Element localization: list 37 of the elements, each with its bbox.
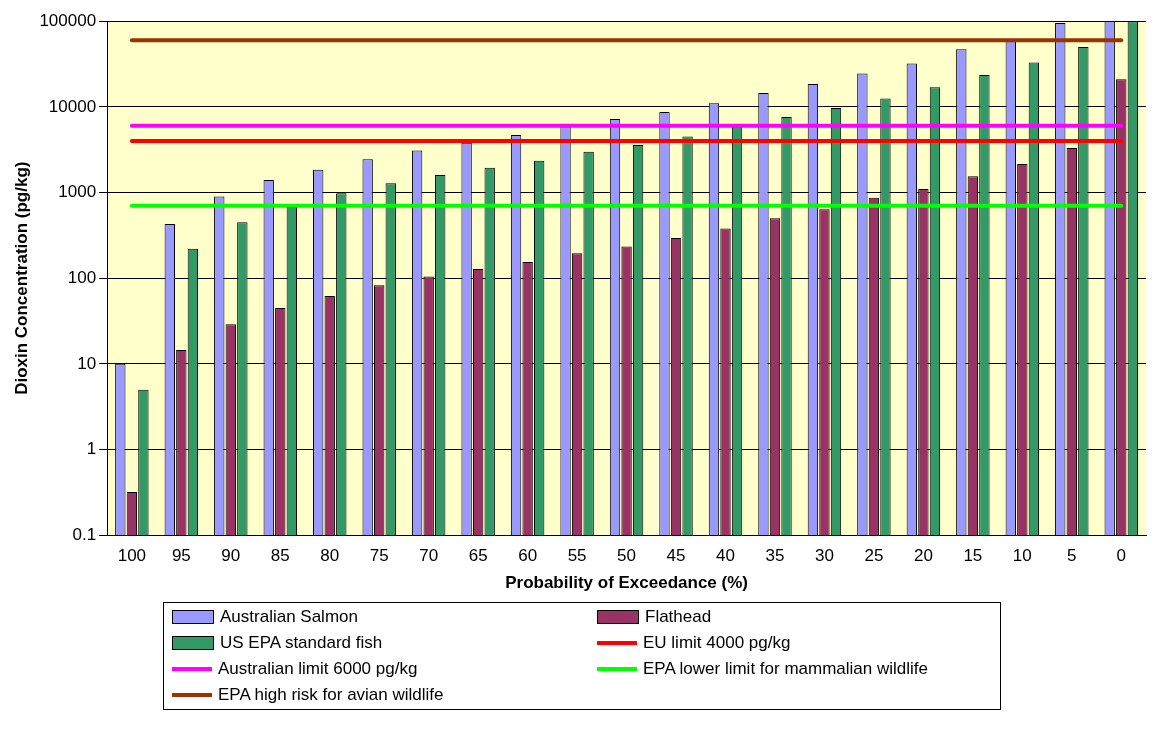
x-tick-label: 55 [567, 546, 587, 566]
x-tick-label: 35 [765, 546, 785, 566]
x-tick-label: 30 [814, 546, 834, 566]
legend-label: Flathead [645, 607, 712, 627]
x-tick-label: 20 [913, 546, 933, 566]
legend-label: Australian Salmon [220, 607, 358, 627]
x-tick-label: 100 [117, 546, 147, 566]
legend-label: Australian limit 6000 pg/kg [218, 659, 418, 679]
y-tick-label: 10 [77, 353, 97, 373]
x-tick-label: 0 [1116, 546, 1126, 566]
legend-label: EPA lower limit for mammalian wildlife [643, 659, 928, 679]
x-tick-label: 65 [468, 546, 488, 566]
x-tick-label: 25 [864, 546, 884, 566]
x-tick-label: 90 [221, 546, 241, 566]
x-tick-label: 75 [369, 546, 389, 566]
x-tick-label: 80 [320, 546, 340, 566]
y-tick-label: 0.1 [72, 524, 97, 544]
legend-label: US EPA standard fish [220, 633, 383, 653]
x-tick-label: 70 [419, 546, 439, 566]
x-tick-label: 15 [963, 546, 983, 566]
y-tick-label: 10000 [48, 96, 97, 116]
legend-label: EU limit 4000 pg/kg [643, 633, 791, 653]
x-tick-label: 10 [1012, 546, 1032, 566]
y-tick-label: 100000 [39, 10, 97, 30]
y-tick-label: 1000 [58, 182, 97, 202]
x-tick-label: 60 [518, 546, 538, 566]
y-axis-title: Dioxin Concentration (pg/kg) [11, 161, 31, 395]
x-axis-title: Probability of Exceedance (%) [505, 573, 748, 593]
legend-label: EPA high risk for avian wildlife [218, 685, 444, 705]
x-tick-label: 45 [666, 546, 686, 566]
x-tick-label: 50 [617, 546, 637, 566]
y-tick-label: 100 [67, 267, 97, 287]
x-tick-label: 85 [270, 546, 290, 566]
y-tick-label: 1 [86, 439, 97, 459]
x-tick-label: 40 [716, 546, 735, 566]
x-tick-label: 5 [1067, 546, 1077, 566]
x-tick-label: 95 [171, 546, 191, 566]
